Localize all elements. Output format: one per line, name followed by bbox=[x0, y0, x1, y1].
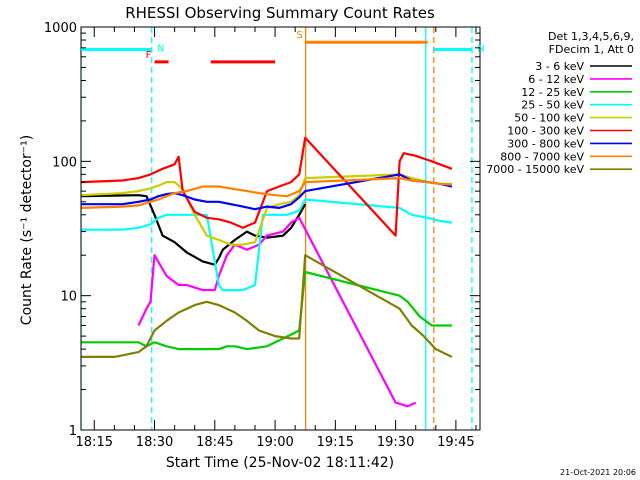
x-tick-label: 18:45 bbox=[196, 435, 233, 450]
legend-label: 3 - 6 keV bbox=[535, 60, 584, 73]
legend: Det 1,3,4,5,6,9,FDecim 1, Att 0 3 - 6 keV… bbox=[486, 30, 634, 176]
plot-frame bbox=[80, 26, 481, 431]
plot-area bbox=[81, 27, 473, 430]
legend-label: 50 - 100 keV bbox=[514, 112, 584, 125]
legend-label: 6 - 12 keV bbox=[528, 73, 584, 86]
series-line-9 bbox=[81, 254, 453, 358]
x-axis-label: Start Time (25-Nov-02 18:11:42) bbox=[166, 455, 394, 471]
y-axis: 1 10 100 1000 bbox=[44, 21, 480, 439]
x-tick-label: 18:30 bbox=[136, 435, 173, 450]
legend-label: 800 - 7000 keV bbox=[500, 150, 584, 163]
series-line-7 bbox=[81, 173, 453, 211]
detector-info-line: FDecim 1, Att 0 bbox=[549, 43, 634, 56]
legend-label: 7000 - 15000 keV bbox=[486, 163, 584, 176]
detector-info-line: Det 1,3,4,5,6,9, bbox=[548, 30, 634, 43]
y-tick-label: 100 bbox=[52, 155, 77, 170]
x-tick-label: 19:45 bbox=[437, 435, 474, 450]
series-line-3 bbox=[81, 270, 452, 351]
series-line-2 bbox=[137, 216, 417, 408]
flag-label-2: N bbox=[477, 43, 484, 54]
x-tick-label: 19:00 bbox=[256, 435, 293, 450]
series-line-8 bbox=[81, 177, 452, 209]
x-axis: 18:15 18:30 18:45 19:00 19:15 19:30 19:45 bbox=[76, 27, 477, 450]
y-tick-label: 1000 bbox=[44, 21, 77, 36]
observing-flags: N NFS bbox=[81, 30, 485, 64]
series-line-6 bbox=[81, 136, 453, 237]
legend-label: 12 - 25 keV bbox=[521, 86, 584, 99]
x-tick-label: 19:15 bbox=[317, 435, 354, 450]
x-tick-label: 18:15 bbox=[76, 435, 113, 450]
legend-label: 100 - 300 keV bbox=[507, 125, 584, 138]
x-tick-label: 19:30 bbox=[377, 435, 414, 450]
series-line-4 bbox=[81, 198, 453, 292]
series-line-1 bbox=[81, 194, 307, 266]
chart-title: RHESSI Observing Summary Count Rates bbox=[125, 4, 435, 22]
y-axis-label: Count Rate (s⁻¹ detector⁻¹) bbox=[19, 135, 35, 325]
flag-label-1: N bbox=[157, 43, 164, 54]
legend-label: 300 - 800 keV bbox=[507, 137, 584, 150]
footer-date: 21-Oct-2021 20:06 bbox=[560, 468, 636, 477]
y-tick-label: 10 bbox=[60, 290, 77, 305]
flag-label-5: S bbox=[296, 30, 302, 41]
legend-label: 25 - 50 keV bbox=[521, 99, 584, 112]
flag-label-3: F bbox=[146, 50, 152, 61]
y-tick-label: 1 bbox=[69, 424, 77, 439]
